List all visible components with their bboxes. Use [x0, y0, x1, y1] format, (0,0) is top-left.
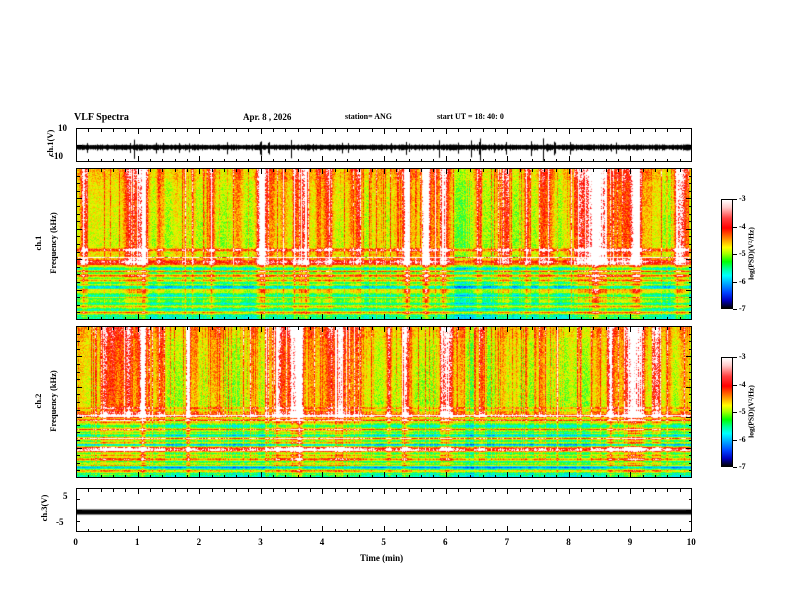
x-tick-6: 6: [443, 537, 448, 547]
colorbar-tick: [733, 357, 737, 358]
header-station: station= ANG: [345, 112, 393, 121]
ch3-wave-ytick-5: 5: [63, 491, 68, 501]
header-title: VLF Spectra: [74, 112, 129, 123]
colorbar-tick: [733, 254, 737, 255]
colorbar-tick: [733, 385, 737, 386]
colorbar-tick: [733, 282, 737, 283]
colorbar-tick-label--6: -6: [739, 434, 746, 444]
colorbar-tick: [733, 227, 737, 228]
ch3-wave-ytick-neg5: -5: [56, 517, 64, 527]
x-tick-10: 10: [686, 537, 696, 547]
colorbar-tick-label--4: -4: [739, 221, 746, 231]
ch1-wave-ytick-10: 10: [58, 123, 67, 133]
colorbar-tick-label--7: -7: [739, 304, 746, 313]
ch1-colorbar-gradient: [721, 199, 733, 309]
ch2-colorbar-title: log(PSD)(V²/Hz): [746, 385, 756, 438]
chart-header: VLF Spectra Apr. 8 , 2026 station= ANG s…: [0, 113, 792, 127]
colorbar-tick: [733, 412, 737, 413]
ch1-spectrogram-image: [77, 169, 691, 319]
panel-ch2-spectrogram: [76, 326, 692, 478]
header-date: Apr. 8 , 2026: [243, 112, 292, 122]
panel-ch3-waveform: [76, 488, 692, 532]
x-tick-8: 8: [566, 537, 571, 547]
colorbar-tick-label--4: -4: [739, 379, 746, 389]
x-axis-label: Time (min): [360, 553, 404, 563]
ch1-wave-ytick-neg10: -10: [51, 151, 63, 161]
ch1-waveform-trace: [77, 129, 691, 161]
colorbar-tick: [733, 199, 737, 200]
colorbar-tick-label--3: -3: [739, 194, 746, 203]
colorbar-tick: [733, 467, 737, 468]
colorbar-tick: [733, 309, 737, 310]
colorbar-tick-label--5: -5: [739, 407, 746, 416]
x-tick-5: 5: [381, 537, 386, 547]
x-tick-9: 9: [627, 537, 633, 547]
colorbar-tick-label--6: -6: [739, 276, 746, 286]
x-tick-1: 1: [135, 537, 140, 547]
ch2-colorbar-gradient: [721, 357, 733, 467]
x-tick-0: 0: [73, 537, 78, 547]
x-tick-2: 2: [196, 537, 202, 547]
colorbar-tick-label--5: -5: [739, 249, 746, 258]
header-start-ut: start UT = 18: 40: 0: [437, 112, 504, 121]
colorbar-tick-label--3: -3: [739, 352, 746, 361]
colorbar-tick-label--7: -7: [739, 462, 746, 471]
x-tick-3: 3: [258, 537, 263, 547]
ch2-spectrogram-image: [77, 327, 691, 477]
x-tick-4: 4: [319, 537, 325, 547]
ch3-waveform-trace: [77, 489, 691, 531]
colorbar-tick: [733, 440, 737, 441]
x-tick-7: 7: [504, 537, 510, 547]
panel-ch1-spectrogram: [76, 168, 692, 320]
